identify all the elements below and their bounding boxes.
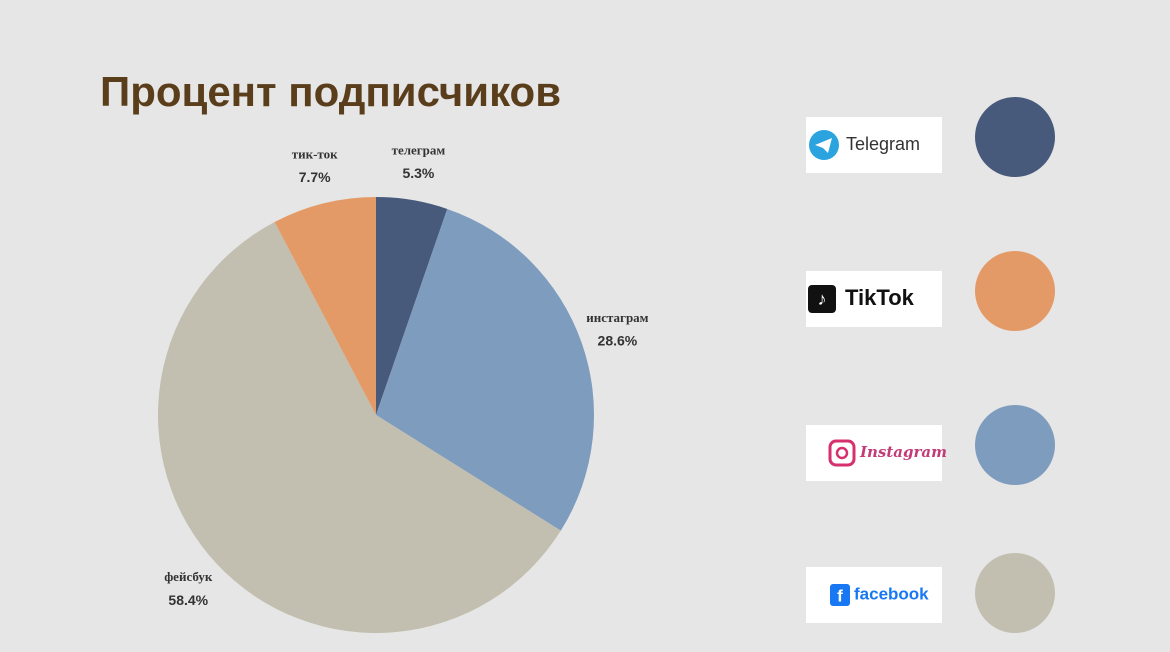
pie-slice: [157, 222, 561, 634]
tiktok-icon: [808, 285, 836, 313]
slice-label: инстаграм: [586, 310, 648, 325]
chart-title: Процент подписчиков: [100, 68, 561, 115]
legend-swatch: [975, 405, 1055, 485]
legend-label: Telegram: [846, 134, 920, 154]
pie-slice: [376, 197, 448, 415]
legend-swatch: [975, 97, 1055, 177]
legend-label: facebook: [854, 584, 929, 603]
legend-label: TikTok: [845, 285, 915, 310]
slice-value: 28.6%: [598, 333, 638, 349]
facebook-icon: [830, 584, 850, 606]
slice-label: фейсбук: [164, 569, 213, 584]
legend-swatch: [975, 251, 1055, 331]
slice-label: тик-ток: [292, 146, 338, 161]
legend-logo-box: [806, 567, 942, 623]
slice-value: 5.3%: [402, 165, 434, 181]
slice-value: 7.7%: [299, 169, 331, 185]
facebook-f: f: [837, 586, 843, 605]
pie-slice: [376, 208, 594, 531]
instagram-lens: [835, 446, 849, 460]
tiktok-note: ♪: [818, 289, 827, 309]
telegram-plane: [815, 138, 832, 153]
pie-slice: [274, 197, 376, 415]
legend-label: Instagram: [859, 443, 947, 461]
slice-label: телеграм: [392, 143, 446, 158]
instagram-icon: [828, 439, 856, 467]
legend-swatch: [975, 553, 1055, 633]
slice-value: 58.4%: [168, 592, 208, 608]
